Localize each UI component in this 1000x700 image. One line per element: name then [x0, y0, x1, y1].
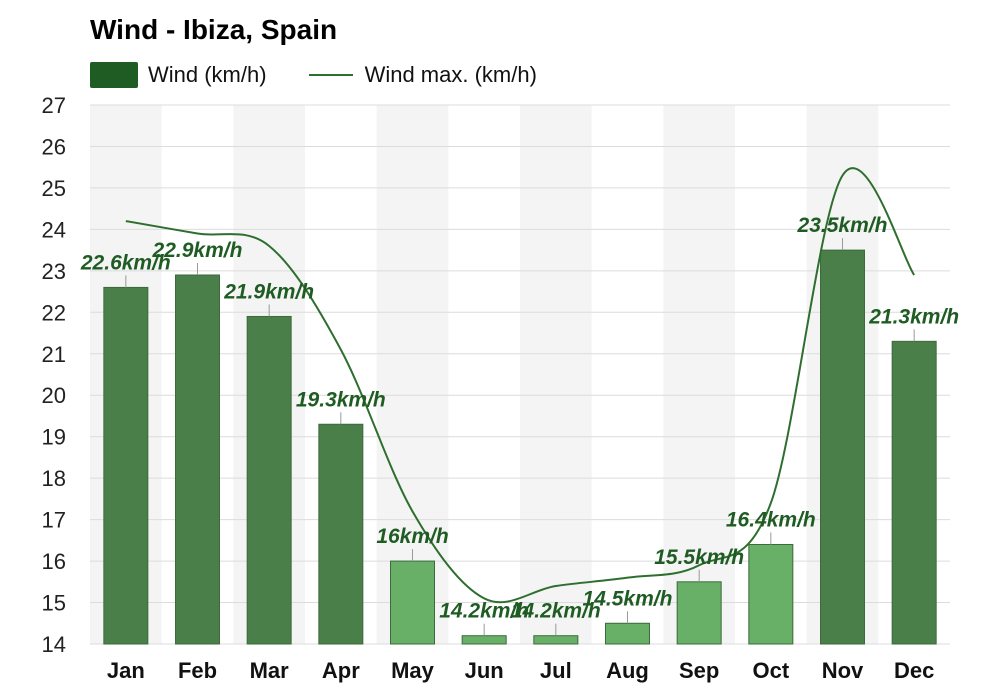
data-label: 22.6km/h — [80, 251, 171, 274]
bar-apr — [318, 423, 364, 645]
legend-bar-swatch — [90, 62, 138, 88]
bar-nov — [820, 249, 865, 645]
y-axis-ticks: 14 15 16 17 18 19 20 21 22 23 24 25 26 27 — [42, 93, 66, 657]
bar-dec — [891, 340, 937, 645]
data-label: 22.9km/h — [152, 239, 243, 262]
bar-sep — [676, 581, 722, 645]
legend-line-label: Wind max. (km/h) — [364, 62, 537, 87]
x-tick-label: Oct — [752, 658, 789, 683]
y-tick-label: 22 — [42, 300, 66, 325]
data-label: 14.5km/h — [583, 587, 673, 610]
y-tick-label: 24 — [42, 217, 66, 242]
y-tick-label: 25 — [42, 176, 66, 201]
x-tick-label: Feb — [178, 658, 217, 683]
bar-may — [390, 560, 435, 645]
wind-max-line-path — [125, 167, 915, 604]
x-tick-label: Jul — [540, 658, 572, 683]
x-tick-label: Jun — [465, 658, 504, 683]
y-tick-label: 27 — [42, 93, 66, 118]
data-labels: 22.6km/h22.9km/h 21.9km/h 19.3km/h 16km/h 14… — [80, 214, 959, 623]
legend: Wind (km/h) Wind max. (km/h) — [90, 60, 537, 90]
y-tick-label: 15 — [42, 591, 66, 616]
x-tick-label: Jan — [107, 658, 145, 683]
y-tick-label: 20 — [42, 383, 66, 408]
y-tick-label: 14 — [42, 632, 66, 657]
bar-mar — [246, 315, 292, 645]
data-label: 16.4km/h — [726, 508, 816, 531]
bar-jul — [533, 635, 579, 645]
bar-jun — [461, 635, 507, 645]
y-tick-label: 16 — [42, 549, 66, 574]
bar-feb — [175, 274, 220, 645]
data-label: 15.5km/h — [654, 546, 744, 569]
legend-line-swatch — [308, 74, 353, 76]
grid — [90, 104, 950, 645]
y-tick-label: 26 — [42, 134, 66, 159]
x-tick-label: Apr — [322, 658, 360, 683]
y-tick-label: 18 — [42, 466, 66, 491]
wind-max-line — [125, 167, 915, 604]
data-label: 19.3km/h — [296, 388, 386, 411]
y-tick-label: 17 — [42, 508, 66, 533]
data-label: 14.2km/h — [439, 600, 529, 623]
data-label: 23.5km/h — [797, 214, 888, 237]
legend-bar-label: Wind (km/h) — [148, 62, 267, 87]
data-label: 16km/h — [376, 525, 448, 548]
data-label: 21.9km/h — [223, 280, 314, 303]
x-tick-label: Aug — [606, 658, 649, 683]
column-band — [663, 105, 735, 644]
x-axis-ticks: Jan Feb Mar Apr May Jun Jul Aug Sep Oct Nov Dec — [107, 658, 934, 683]
bar-aug — [605, 622, 650, 645]
x-tick-label: Mar — [250, 658, 290, 683]
data-label: 21.3km/h — [868, 305, 959, 328]
bar-oct — [748, 543, 794, 645]
x-tick-label: May — [391, 658, 435, 683]
column-band — [520, 105, 592, 644]
bar-jan — [103, 286, 149, 645]
y-tick-label: 19 — [42, 425, 66, 450]
bars — [103, 238, 937, 645]
y-tick-label: 23 — [42, 259, 66, 284]
x-tick-label: Nov — [822, 658, 864, 683]
chart-title: Wind - Ibiza, Spain — [90, 14, 338, 45]
data-label: 14.2km/h — [511, 600, 601, 623]
x-tick-label: Sep — [679, 658, 719, 683]
x-tick-label: Dec — [894, 658, 934, 683]
y-tick-label: 21 — [42, 342, 66, 367]
